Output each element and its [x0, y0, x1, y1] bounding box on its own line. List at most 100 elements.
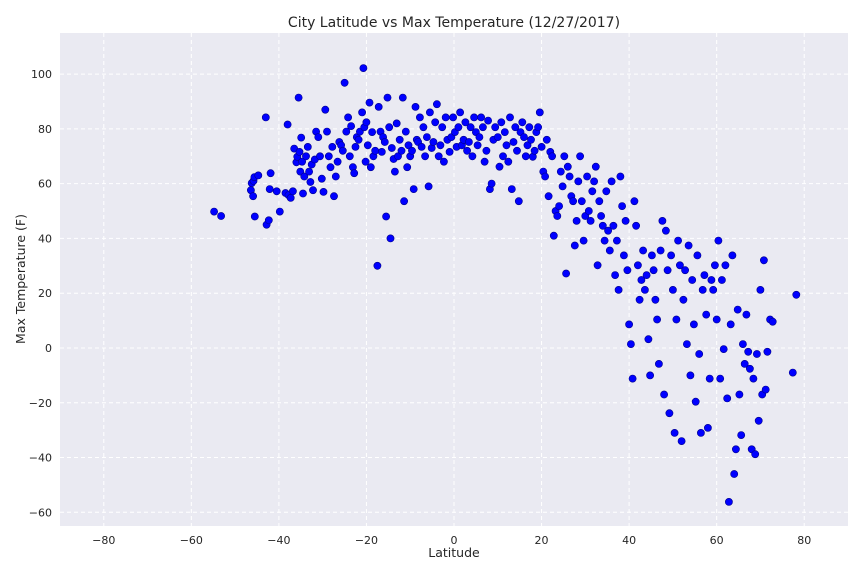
data-point	[338, 146, 347, 155]
x-tick-label: 20	[535, 534, 549, 547]
data-point	[711, 261, 719, 270]
y-tick-label: −40	[29, 452, 52, 465]
data-point	[330, 192, 338, 201]
data-point	[739, 340, 747, 348]
data-point	[607, 177, 616, 186]
data-point	[385, 123, 394, 132]
data-point	[613, 236, 621, 245]
data-point	[740, 359, 749, 368]
data-point	[306, 178, 315, 186]
data-point	[577, 197, 586, 206]
data-point	[753, 350, 761, 358]
data-point	[641, 285, 649, 294]
data-point	[535, 108, 544, 117]
data-point	[386, 234, 395, 243]
data-point	[525, 123, 534, 132]
data-point	[509, 138, 518, 146]
data-point	[632, 221, 640, 230]
data-point	[639, 246, 647, 255]
data-point	[482, 146, 491, 155]
data-point	[261, 113, 270, 122]
x-tick-label: 40	[622, 534, 636, 547]
data-point	[432, 100, 441, 109]
data-point	[604, 226, 612, 235]
data-point	[674, 236, 682, 245]
data-point	[409, 185, 418, 193]
data-point	[560, 152, 569, 161]
data-point	[461, 118, 470, 127]
data-point	[590, 177, 598, 186]
data-point	[344, 113, 352, 122]
data-point	[333, 157, 342, 166]
data-point	[468, 152, 477, 161]
x-tick-label: −60	[180, 534, 203, 547]
y-tick-label: 80	[38, 123, 52, 136]
data-point	[514, 197, 523, 206]
data-point	[309, 186, 317, 195]
data-point	[371, 146, 380, 155]
data-point	[749, 374, 758, 383]
data-point	[266, 169, 275, 178]
data-point	[408, 146, 416, 155]
data-point	[466, 123, 475, 132]
data-point	[303, 142, 312, 151]
data-point	[300, 172, 309, 181]
data-point	[570, 241, 579, 250]
data-point	[588, 187, 597, 196]
data-point	[317, 174, 326, 183]
data-point	[756, 285, 765, 294]
data-point	[422, 133, 431, 141]
data-point	[365, 98, 374, 107]
x-axis-label: Latitude	[428, 545, 480, 560]
data-point	[693, 251, 702, 260]
data-point	[288, 187, 297, 196]
data-point	[368, 128, 376, 136]
data-point	[425, 108, 434, 117]
data-point	[493, 133, 502, 141]
data-point	[507, 185, 516, 193]
data-point	[642, 271, 651, 279]
data-point	[579, 236, 588, 245]
data-point	[305, 167, 313, 176]
data-point	[586, 216, 595, 225]
data-point	[714, 236, 723, 245]
data-point	[707, 276, 716, 284]
data-point	[454, 123, 463, 132]
data-point	[754, 416, 763, 425]
data-point	[506, 113, 514, 122]
data-point	[655, 359, 663, 368]
data-point	[616, 172, 625, 181]
data-point	[295, 147, 304, 156]
data-point	[254, 171, 263, 180]
data-point	[792, 290, 801, 299]
y-tick-label: 100	[31, 68, 52, 81]
data-point	[380, 138, 389, 146]
data-point	[548, 152, 556, 161]
data-point	[275, 207, 284, 216]
data-point	[436, 141, 445, 150]
data-point	[314, 133, 323, 141]
data-point	[584, 207, 593, 215]
data-point	[565, 172, 574, 181]
data-point	[518, 118, 527, 127]
data-point	[324, 152, 333, 161]
data-point	[403, 163, 412, 172]
data-point	[761, 385, 770, 394]
data-point	[723, 394, 732, 403]
data-point	[398, 93, 407, 102]
y-tick-label: 40	[38, 232, 52, 245]
data-point	[542, 135, 551, 144]
y-tick-label: −20	[29, 397, 52, 410]
data-point	[286, 193, 295, 202]
data-point	[611, 271, 619, 279]
data-point	[429, 138, 438, 146]
data-point	[646, 371, 654, 380]
data-point	[562, 269, 570, 278]
data-point	[605, 246, 614, 255]
data-point	[591, 162, 600, 171]
data-point	[363, 141, 372, 150]
data-point	[725, 497, 733, 506]
data-point	[250, 212, 259, 221]
data-point	[691, 397, 700, 406]
x-tick-label: −80	[92, 534, 115, 547]
